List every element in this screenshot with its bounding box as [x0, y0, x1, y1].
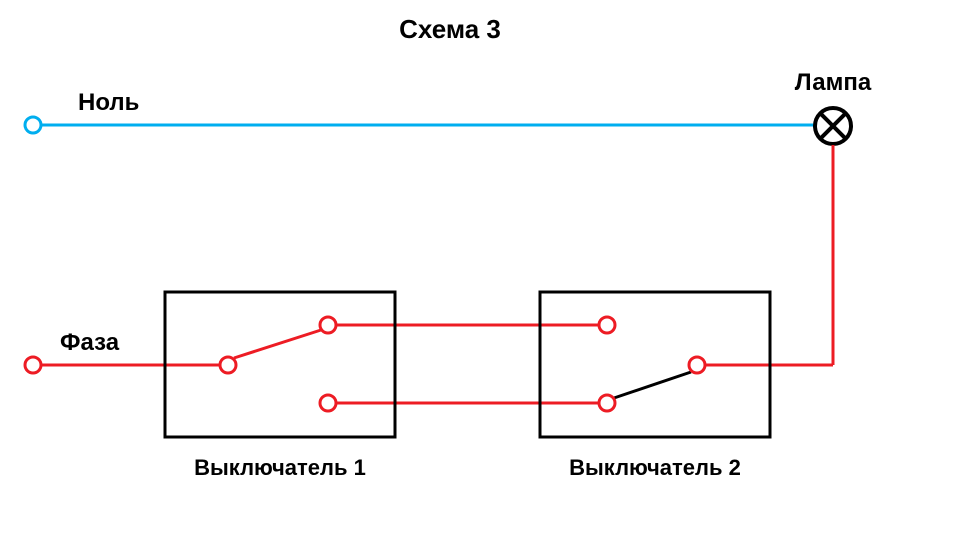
phase-wires [33, 145, 833, 403]
switch-2-common [689, 357, 705, 373]
switch-1-t2 [320, 395, 336, 411]
neutral-label: Ноль [78, 89, 139, 116]
switch-2-t1 [599, 317, 615, 333]
switch-2-lever [614, 372, 691, 398]
lamp-symbol [815, 108, 851, 144]
phase-terminal [25, 357, 41, 373]
switch-1-label: Выключатель 1 [194, 455, 366, 480]
switch-2-label: Выключатель 2 [569, 455, 741, 480]
diagram-title: Схема 3 [399, 14, 501, 44]
switch-1-t1 [320, 317, 336, 333]
switch-1-lever [234, 330, 321, 358]
lamp-label: Лампа [795, 69, 872, 96]
neutral-terminal [25, 117, 41, 133]
switch-2-t2 [599, 395, 615, 411]
phase-label: Фаза [60, 329, 120, 356]
switch-1-common [220, 357, 236, 373]
